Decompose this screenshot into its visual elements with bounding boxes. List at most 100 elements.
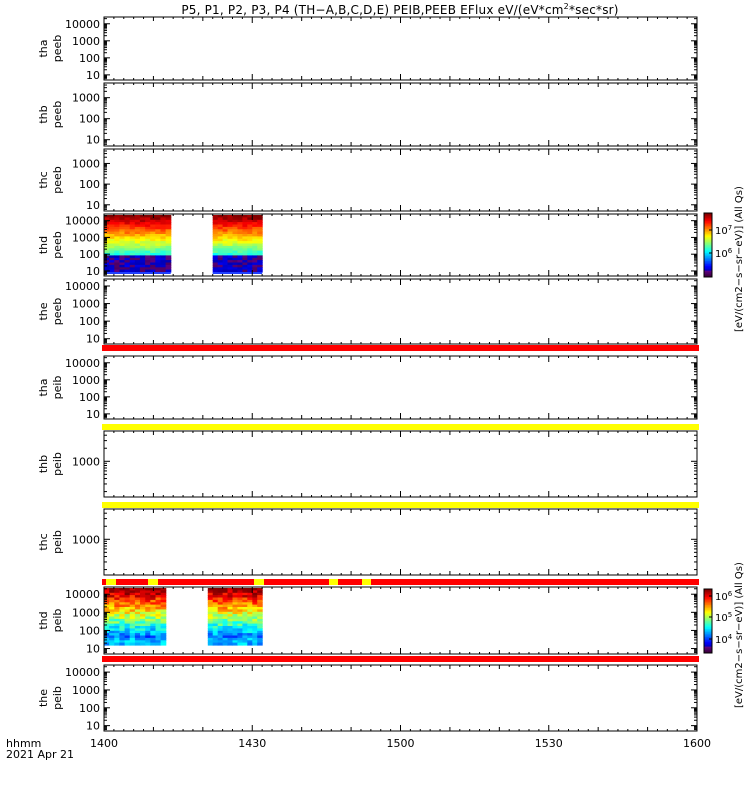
spectrogram-cell — [232, 614, 238, 618]
spectrogram-cell — [150, 635, 156, 639]
spectrogram-cell — [227, 621, 233, 625]
spectrogram-cell — [222, 219, 229, 223]
y-tick-label: 100 — [79, 315, 100, 328]
spectrogram-cell — [109, 592, 115, 596]
spectrogram-cell — [124, 229, 131, 233]
spectrogram-cell — [114, 630, 120, 634]
colorbar-cell — [704, 641, 712, 644]
panel-probe-label: thc — [37, 171, 50, 188]
spectrogram-cell — [242, 226, 248, 230]
spectrogram-cell — [227, 602, 233, 606]
spectrogram-cell — [237, 590, 243, 594]
spectrogram-cell — [139, 250, 146, 254]
spectrogram-cell — [150, 260, 156, 264]
spectrogram-cell — [119, 590, 126, 594]
spectrogram-cell — [150, 590, 156, 594]
spectrogram-cell — [134, 219, 141, 223]
spectrogram-cell — [139, 222, 146, 226]
spectrogram-cell — [150, 597, 156, 601]
spectrogram-cell — [134, 238, 141, 242]
spectrogram-cell — [145, 633, 151, 637]
spectrogram-cell — [145, 215, 151, 218]
spectrogram-cell — [222, 238, 229, 242]
spectrogram-cell — [165, 257, 172, 261]
spectrogram-cell — [227, 592, 233, 596]
spectrogram-cell — [155, 616, 162, 620]
spectrogram-cell — [232, 595, 238, 599]
spectrogram-cell — [247, 215, 253, 218]
spectrogram-cell — [247, 595, 253, 599]
spectrogram-cell — [212, 599, 219, 603]
spectrogram-cell — [129, 224, 136, 228]
spectrogram-cell — [155, 226, 161, 230]
colorbar-cell — [704, 598, 712, 601]
spectrogram-cell — [242, 222, 248, 226]
spectrogram-cell — [247, 592, 253, 596]
spectrogram-cell — [104, 229, 110, 233]
spectrogram-block-1 — [104, 215, 172, 274]
spectrogram-cell — [150, 231, 156, 235]
spectrogram-cell — [257, 219, 263, 223]
spectrogram-cell — [119, 229, 126, 233]
spectrogram-cell — [212, 219, 219, 223]
spectrogram-cell — [124, 267, 131, 271]
spectrogram-cell — [232, 224, 238, 228]
spectrogram-cell — [217, 604, 224, 608]
spectrogram-cell — [252, 595, 258, 599]
spectrogram-cell — [227, 215, 233, 218]
spectrogram-cell — [232, 234, 238, 237]
panel-instrument-label: peib — [51, 530, 64, 554]
spectrogram-cell — [257, 222, 263, 226]
colorbar-cell — [704, 627, 712, 630]
spectrogram-cell — [124, 253, 131, 256]
spectrogram-cell — [242, 621, 248, 625]
spectrogram-cell — [207, 616, 214, 620]
spectrogram-cell — [155, 637, 162, 641]
spectrogram-cell — [114, 640, 120, 644]
spectrogram-cell — [212, 623, 219, 627]
spectrogram-cell — [134, 599, 141, 603]
figure-title: P5, P1, P2, P3, P4 (TH−A,B,C,D,E) PEIB,P… — [181, 2, 619, 17]
spectrogram-cell — [242, 245, 248, 249]
spectrogram-cell — [232, 640, 238, 644]
spectrogram-cell — [114, 217, 120, 221]
spectrogram-cell — [222, 255, 229, 259]
spectrogram-cell — [257, 588, 263, 591]
spectrogram-cell — [222, 637, 229, 641]
spectrogram-cell — [207, 623, 214, 627]
spectrogram-cell — [207, 602, 214, 606]
spectrogram-cell — [160, 224, 167, 228]
spectrogram-cell — [145, 635, 151, 639]
spectrogram-cell — [207, 626, 214, 629]
spectrogram-cell — [160, 614, 167, 618]
spectrogram-cell — [165, 253, 172, 256]
spectrogram-cell — [134, 635, 141, 639]
spectrogram-block-2 — [212, 215, 263, 274]
spectrogram-cell — [109, 607, 115, 610]
spectrogram-cell — [160, 231, 167, 235]
spectrogram-cell — [212, 609, 219, 613]
spectrogram-cell — [145, 618, 151, 622]
spectrogram-cell — [212, 250, 219, 254]
y-tick-label: 100 — [79, 113, 100, 126]
y-tick-label: 10000 — [65, 357, 100, 370]
spectrogram-cell — [129, 215, 136, 218]
colorbar-cell — [704, 245, 712, 248]
colorbar-cell — [704, 221, 712, 224]
panel-the-peeb: 10000 1000 100 10 the peeb — [37, 278, 699, 351]
spectrogram-cell — [129, 253, 136, 256]
spectrogram-cell — [217, 611, 224, 615]
spectrogram-cell — [160, 640, 167, 644]
colorbar-cell — [704, 605, 712, 608]
spectrogram-cell — [150, 609, 156, 613]
spectrogram-cell — [124, 595, 131, 599]
colorbar-cell — [704, 233, 712, 236]
spectrogram-cell — [155, 599, 162, 603]
spectrogram-cell — [150, 222, 156, 226]
panel-probe-label: the — [37, 302, 50, 320]
spectrogram-cell — [134, 621, 141, 625]
spectrogram-cell — [222, 222, 229, 226]
spectrogram-cell — [109, 618, 115, 622]
spectrogram-cell — [237, 238, 243, 242]
spectrogram-cell — [160, 616, 167, 620]
